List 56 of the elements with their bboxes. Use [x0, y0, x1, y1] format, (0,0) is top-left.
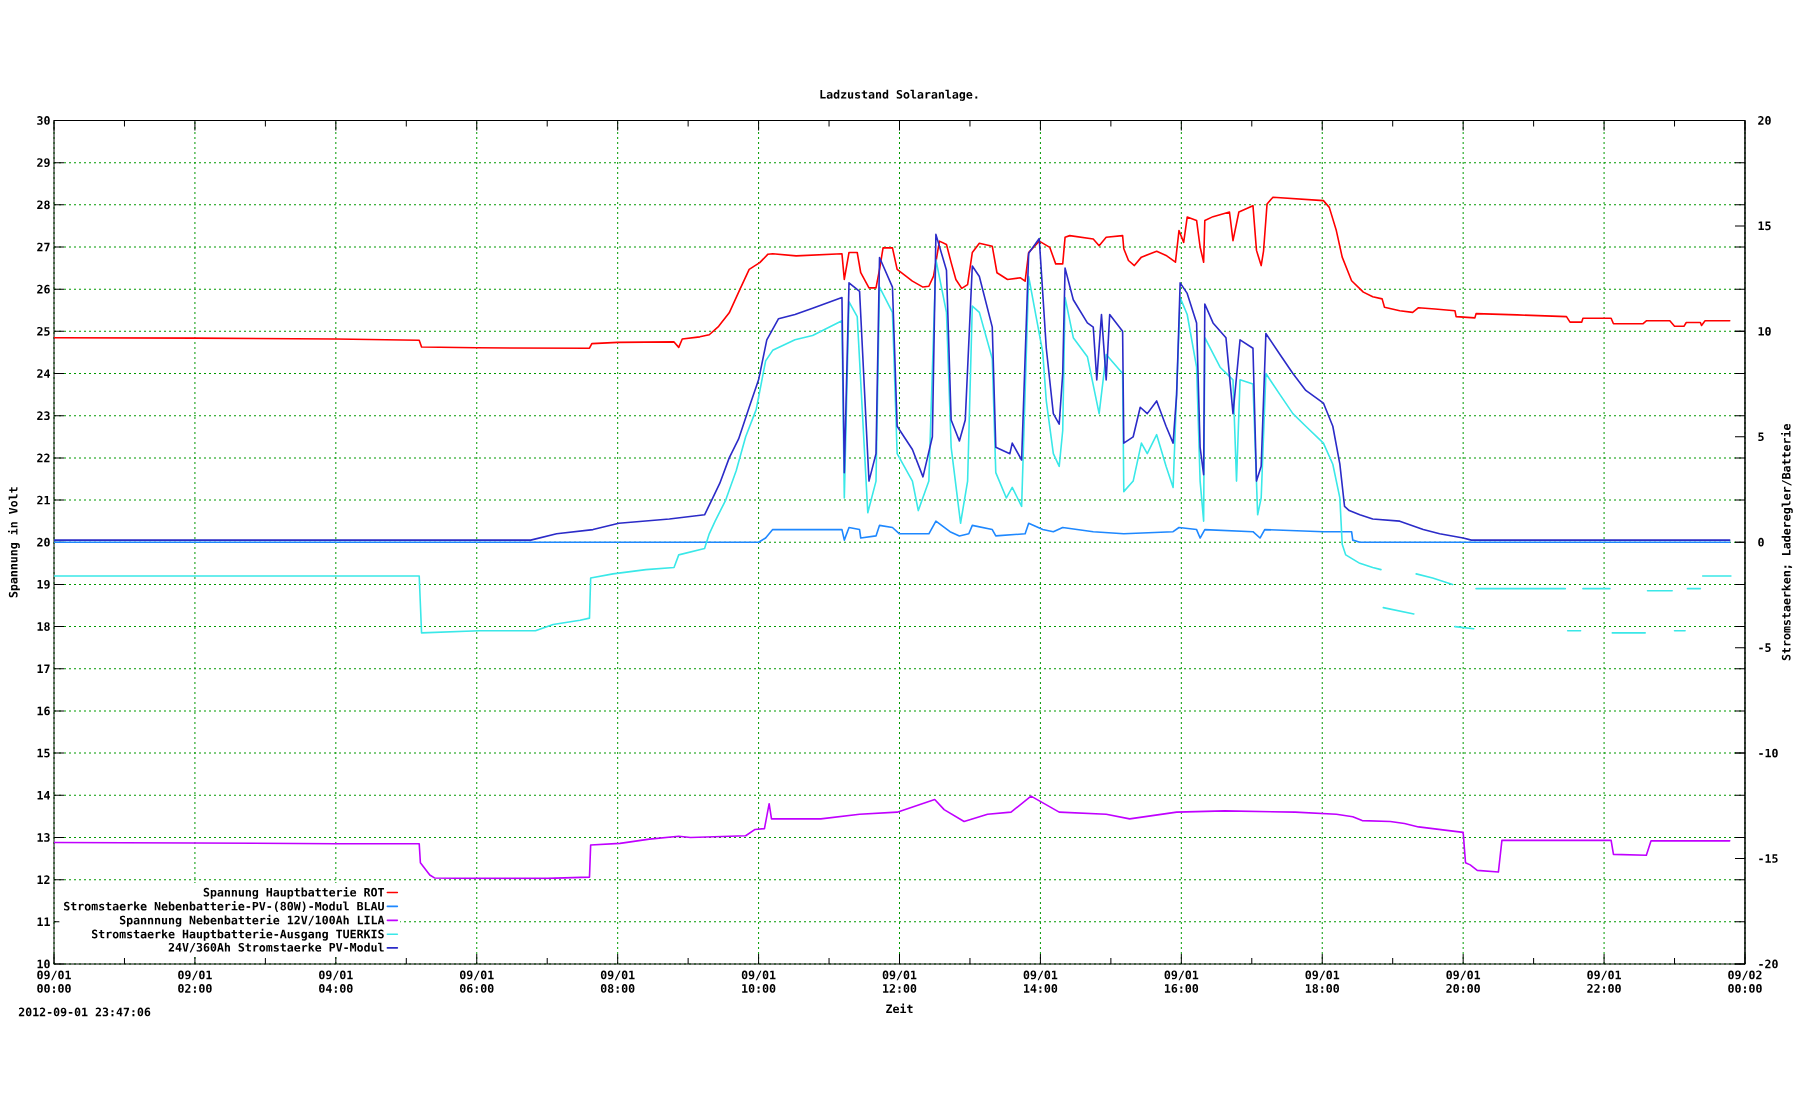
y2-axis-title: Stromstaerken; Laderegler/Batterie [1780, 424, 1793, 661]
x-tick-label: 09/02 00:00 [1728, 970, 1762, 993]
x-tick-label: 09/01 16:00 [1164, 970, 1199, 993]
y-tick-label: 14 [37, 791, 50, 800]
y-tick-label: 18 [37, 622, 50, 631]
y2-tick-label: 15 [1758, 221, 1771, 231]
y-tick-label: 22 [37, 453, 50, 463]
y-tick-label: 30 [37, 116, 50, 125]
legend-label: Spannnung Nebenbatterie 12V/100Ah LILA [119, 914, 385, 927]
line-series [54, 233, 1731, 541]
y-tick-label: 26 [37, 284, 50, 294]
x-axis-title: Zeit [886, 1003, 913, 1014]
x-tick-label: 09/01 08:00 [600, 970, 635, 993]
y-tick-label: 19 [37, 580, 50, 589]
y-tick-label: 25 [37, 326, 50, 336]
y-tick-label: 13 [37, 833, 50, 842]
x-tick-label: 09/01 10:00 [741, 970, 776, 993]
x-tick-label: 09/01 20:00 [1446, 970, 1481, 993]
y2-tick-label: 10 [1758, 326, 1771, 336]
y2-tick-label: 0 [1758, 537, 1764, 547]
y-tick-label: 10 [37, 959, 50, 969]
y-tick-label: 20 [37, 537, 50, 547]
x-tick-label: 09/01 14:00 [1023, 970, 1058, 993]
y-tick-label: 28 [37, 200, 50, 210]
y2-tick-label: -10 [1759, 748, 1778, 758]
y2-tick-label: 5 [1758, 432, 1764, 442]
legend-label: Spannung Hauptbatterie ROT [203, 887, 385, 899]
y-tick-label: 24 [37, 369, 50, 378]
chart-title: Ladzustand Solaranlage. [820, 89, 978, 101]
x-tick-label: 09/01 02:00 [178, 970, 212, 993]
legend-label: 24V/360Ah Stromstaerke PV-Modul [168, 942, 384, 953]
legend-label: Stromstaerke Hauptbatterie-Ausgang TUERKIS [91, 928, 384, 941]
y-tick-label: 27 [37, 242, 50, 252]
text: 2012-09-01 23:47:06 [18, 1007, 151, 1017]
line-series [54, 795, 1731, 880]
y-tick-label: 12 [37, 875, 50, 884]
y-tick-label: 21 [37, 495, 50, 505]
y-tick-label: 15 [37, 748, 50, 758]
x-tick-label: 09/01 22:00 [1587, 970, 1621, 993]
y-axis-title: Spannung in Volt [8, 487, 20, 598]
x-tick-label: 09/01 00:00 [37, 970, 71, 993]
line-series [54, 196, 1731, 350]
x-tick-label: 09/01 18:00 [1305, 970, 1340, 993]
y2-tick-label: -20 [1759, 959, 1778, 969]
legend-label: Stromstaerke Nebenbatterie-PV-(80W)-Modul BLAU [64, 900, 384, 912]
y-tick-label: 23 [37, 411, 50, 421]
y-tick-label: 29 [37, 158, 50, 168]
x-tick-label: 09/01 04:00 [319, 970, 353, 993]
y-tick-label: 11 [37, 917, 50, 927]
y-tick-label: 17 [37, 664, 50, 673]
y2-tick-label: 20 [1758, 116, 1771, 125]
y2-tick-label: -15 [1759, 854, 1778, 863]
y2-tick-label: -5 [1759, 643, 1771, 652]
x-tick-label: 09/01 06:00 [459, 970, 494, 993]
x-tick-label: 09/01 12:00 [882, 970, 917, 993]
y-tick-label: 16 [37, 706, 50, 716]
